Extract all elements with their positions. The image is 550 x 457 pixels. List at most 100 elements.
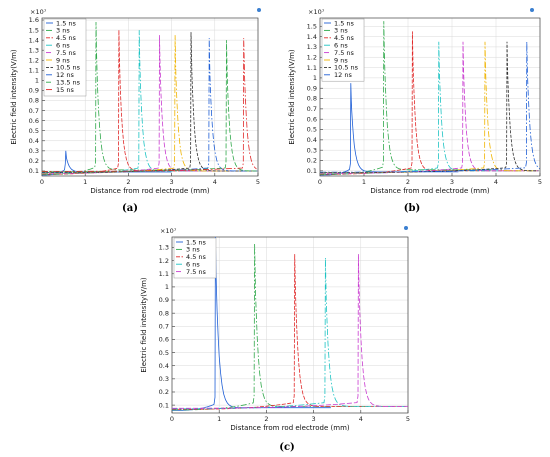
y-tick-label: 0.7 bbox=[29, 107, 39, 115]
legend-entry: 1.5 ns bbox=[56, 19, 77, 27]
y-tick-label: 0.6 bbox=[29, 117, 39, 125]
series-line-7-5-ns bbox=[172, 254, 408, 409]
y-tick-label: 0.2 bbox=[159, 388, 169, 396]
panel-caption: (b) bbox=[404, 203, 420, 214]
y-tick-label: 0.1 bbox=[159, 401, 169, 409]
series-line-9-ns bbox=[320, 41, 538, 174]
series-group bbox=[320, 21, 540, 176]
y-tick-label: 0.3 bbox=[307, 146, 317, 154]
legend-entry: 6 ns bbox=[56, 42, 70, 50]
x-tick-label: 1 bbox=[83, 178, 87, 186]
y-axis-label: Electric field intensity(V/m) bbox=[288, 49, 296, 145]
y-tick-label: 0.2 bbox=[307, 157, 317, 165]
x-tick-label: 2 bbox=[406, 178, 410, 186]
corner-globe-icon bbox=[530, 8, 534, 12]
y-tick-label: 1.1 bbox=[307, 64, 317, 72]
y-tick-label: 1.3 bbox=[29, 46, 39, 54]
series-group bbox=[42, 21, 258, 176]
y-axis-label: Electric field intensity(V/m) bbox=[10, 49, 18, 145]
y-tick-label: 0.1 bbox=[29, 167, 39, 175]
panel-caption: (a) bbox=[122, 203, 138, 214]
corner-globe-icon bbox=[404, 226, 408, 230]
panel-caption: (c) bbox=[279, 442, 295, 453]
y-tick-label: 0.8 bbox=[307, 95, 317, 103]
legend-entry: 6 ns bbox=[334, 42, 348, 50]
x-tick-label: 0 bbox=[40, 178, 44, 186]
y-tick-label: 0.6 bbox=[159, 336, 169, 344]
x-tick-label: 0 bbox=[170, 415, 174, 423]
series-line-3-ns bbox=[320, 21, 492, 175]
legend-entry: 15 ns bbox=[56, 86, 74, 94]
x-tick-label: 3 bbox=[312, 415, 316, 423]
x-tick-label: 0 bbox=[318, 178, 322, 186]
y-tick-label: 1.4 bbox=[307, 33, 317, 41]
legend-entry: 4.5 ns bbox=[56, 34, 77, 42]
y-tick-label: 0.1 bbox=[307, 167, 317, 175]
y-tick-label: 1.1 bbox=[29, 67, 39, 75]
y-tick-label: 0.9 bbox=[29, 87, 39, 95]
legend-entry: 3 ns bbox=[186, 246, 200, 254]
legend-entry: 3 ns bbox=[334, 27, 348, 35]
x-tick-label: 1 bbox=[217, 415, 221, 423]
legend-entry: 7.5 ns bbox=[56, 49, 77, 57]
series-line-10-5-ns bbox=[42, 32, 256, 173]
x-tick-label: 5 bbox=[538, 178, 542, 186]
y-tick-label: 1.4 bbox=[29, 36, 39, 44]
x-tick-label: 4 bbox=[359, 415, 363, 423]
y-tick-label: 1.1 bbox=[159, 270, 169, 278]
series-line-4-5-ns bbox=[172, 254, 406, 410]
y-tick-label: 0.9 bbox=[307, 84, 317, 92]
y-tick-label: 1.2 bbox=[29, 56, 39, 64]
series-line-15-ns bbox=[42, 38, 257, 172]
y-tick-label: 0.6 bbox=[307, 115, 317, 123]
y-tick-label: 0.5 bbox=[29, 127, 39, 135]
y-tick-label: 0.7 bbox=[307, 105, 317, 113]
y-tick-label: 1 bbox=[35, 77, 39, 85]
series-line-7-5-ns bbox=[320, 41, 540, 174]
legend-entry: 4.5 ns bbox=[334, 34, 355, 42]
x-tick-label: 5 bbox=[406, 415, 410, 423]
legend-entry: 10.5 ns bbox=[334, 64, 359, 72]
axes-frame bbox=[41, 17, 259, 177]
chart-panel-2: 0.1 0.2 0.3 0.4 0.5 0.6 0.7 0.8 0.9 1 1.1 1.2 1.3 1.4… bbox=[288, 8, 542, 214]
y-axis-label: Electric field intensity(V/m) bbox=[140, 277, 148, 373]
legend-entry: 9 ns bbox=[334, 56, 348, 64]
x-axis-label: Distance from rod electrode (mm) bbox=[90, 187, 210, 195]
chart-panel-3: 0.1 0.2 0.3 0.4 0.5 0.6 0.7 0.8 0.9 1 1.1 1.2 1.3 0 1 2… bbox=[140, 226, 410, 453]
y-tick-label: 0.7 bbox=[159, 323, 169, 331]
y-tick-label: 1 bbox=[165, 283, 169, 291]
legend-entry: 12 ns bbox=[56, 71, 74, 79]
chart-panel-1: 0.1 0.2 0.3 0.4 0.5 0.6 0.7 0.8 0.9 1 1.1 1.2 1.3 1.4… bbox=[10, 8, 261, 214]
y-tick-label: 0.9 bbox=[159, 296, 169, 304]
y-tick-label: 1.5 bbox=[307, 22, 317, 30]
legend-box bbox=[321, 18, 365, 82]
legend-entry: 1.5 ns bbox=[334, 19, 355, 27]
legend-entry: 12 ns bbox=[334, 71, 352, 79]
x-tick-label: 3 bbox=[170, 178, 174, 186]
y-tick-label: 0.5 bbox=[307, 126, 317, 134]
legend: 1.5 ns3 ns4.5 ns6 ns7.5 ns bbox=[173, 237, 217, 279]
legend-entry: 7.5 ns bbox=[334, 49, 355, 57]
x-tick-label: 5 bbox=[256, 178, 260, 186]
legend-entry: 3 ns bbox=[56, 27, 70, 35]
series-line-4-5-ns bbox=[320, 31, 520, 175]
x-axis-label: Distance from rod electrode (mm) bbox=[370, 187, 490, 195]
series-line-4-5-ns bbox=[42, 30, 225, 175]
y-tick-label: 0.4 bbox=[159, 362, 169, 370]
y-tick-label: 1.3 bbox=[307, 43, 317, 51]
series-line-12-ns bbox=[320, 41, 540, 173]
y-tick-label: 1.2 bbox=[307, 53, 317, 61]
legend-entry: 10.5 ns bbox=[56, 64, 81, 72]
series-line-3-ns bbox=[42, 21, 202, 175]
x-tick-label: 3 bbox=[450, 178, 454, 186]
series-line-12-ns bbox=[42, 38, 258, 173]
y-tick-label: 0.8 bbox=[29, 97, 39, 105]
y-tick-label: 1.6 bbox=[29, 16, 39, 24]
legend-entry: 9 ns bbox=[56, 56, 70, 64]
axes-frame bbox=[171, 236, 409, 414]
corner-globe-icon bbox=[257, 8, 261, 12]
x-tick-label: 2 bbox=[264, 415, 268, 423]
y-axis-multiplier: ×10⁷ bbox=[30, 8, 47, 16]
y-tick-label: 1.3 bbox=[159, 244, 169, 252]
x-axis-label: Distance from rod electrode (mm) bbox=[230, 424, 350, 432]
